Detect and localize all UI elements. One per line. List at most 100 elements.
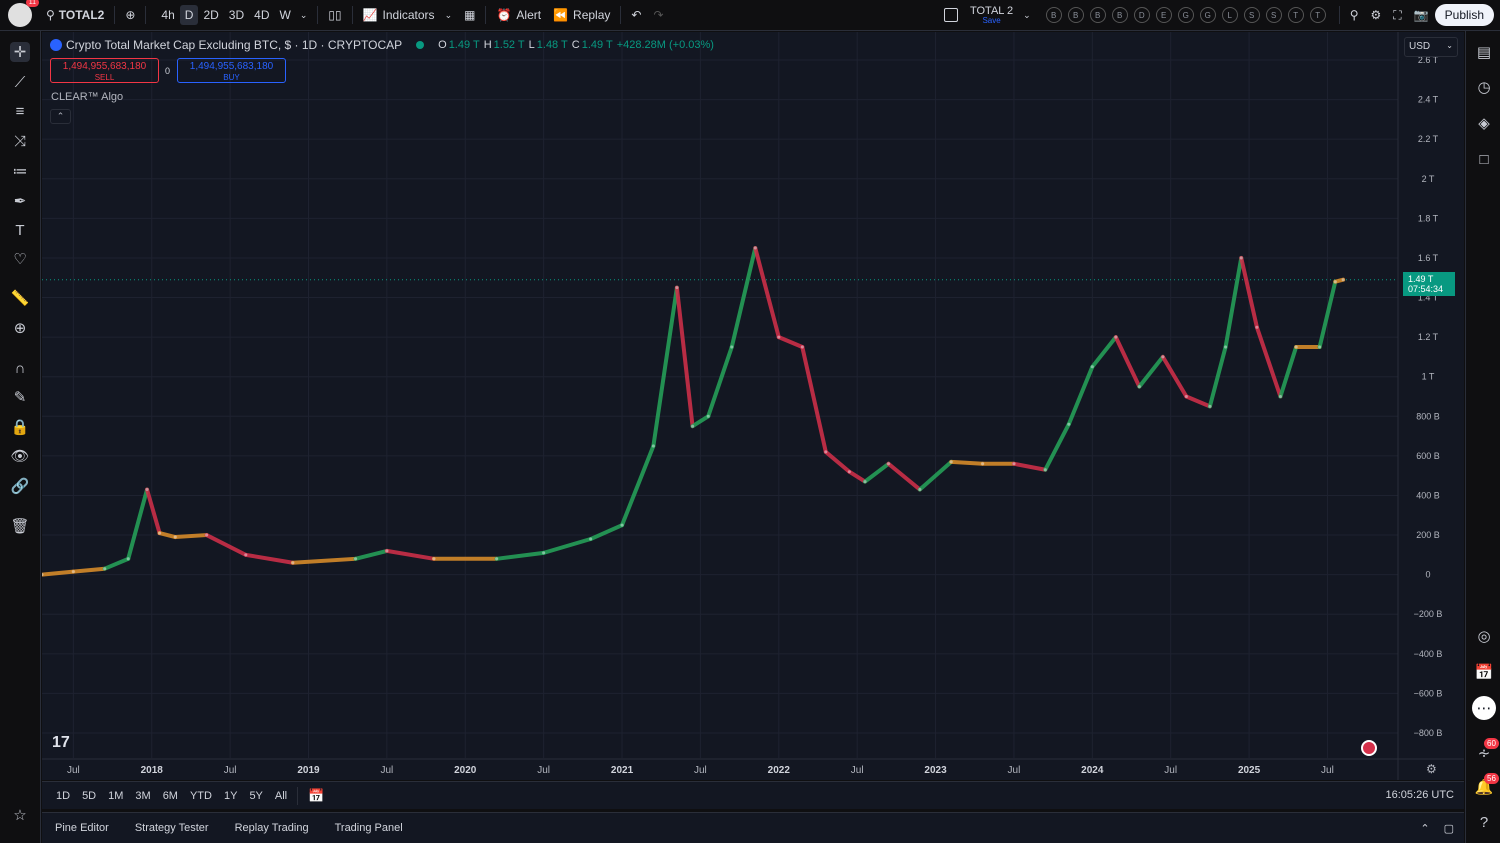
alert-button[interactable]: ⏰ Alert [490,0,547,31]
maximize-panel-icon[interactable]: ▢ [1443,822,1454,835]
watch-circle[interactable]: G [1177,7,1194,23]
chevron-down-icon[interactable]: ⌄ [1023,9,1031,20]
trendline-icon[interactable]: ⟋ [14,73,26,91]
watch-circle[interactable]: E [1155,7,1172,23]
interval-w[interactable]: W [279,8,291,22]
range-button-5d[interactable]: 5D [82,789,97,802]
watchlist-icon[interactable]: ▤ [1476,44,1492,61]
watch-circle[interactable]: B [1045,7,1062,23]
layers-icon[interactable]: ◈ [1478,115,1490,132]
chat-icon[interactable]: □ [1479,150,1489,168]
chart-type-button[interactable]: ▯▯ [322,0,347,31]
layout-button[interactable]: TOTAL 2 Save ⌄ [938,0,1037,31]
watch-circle[interactable]: L [1221,7,1238,23]
legend-title[interactable]: Crypto Total Market Cap Excluding BTC, $… [66,38,403,52]
range-button-3m[interactable]: 3M [135,789,151,802]
eye-icon[interactable]: 👁 [10,448,30,465]
undo-button[interactable]: ↶ [625,0,647,31]
flag-icon[interactable] [1361,740,1377,756]
tab-strategy-tester[interactable]: Strategy Tester [134,822,209,834]
right-sidebar: ▤ ◷ ◈ □ ◎ 📅 ⋯ ∻ 60 🔔 56 ? [1465,31,1500,843]
trash-icon[interactable]: 🗑 [10,518,30,535]
y-tick-label: −800 B [1414,728,1443,738]
indicators-button[interactable]: 📈 Indicators ⌄ [357,0,459,31]
zoom-icon[interactable]: ⊕ [13,320,27,337]
watch-circle[interactable]: S [1265,7,1282,23]
collapse-indicators-button[interactable]: ⌃ [50,109,71,124]
series-point [1318,345,1322,349]
chart-settings-icon[interactable]: ⚙ [1426,762,1437,776]
interval-3d[interactable]: 3D [228,8,245,22]
watch-circle[interactable]: G [1199,7,1216,23]
alerts-icon[interactable]: ◷ [1477,79,1491,96]
range-button-1d[interactable]: 1D [56,789,71,802]
tab-replay-trading[interactable]: Replay Trading [234,822,309,834]
series-point [291,561,295,565]
buy-button[interactable]: 1,494,955,683,180 BUY [177,58,286,83]
indicator-name[interactable]: CLEAR™ Algo [51,91,124,103]
interval-4h[interactable]: 4h [161,8,175,22]
price-chart[interactable]: 2.6 T 2.4 T 2.2 T 2 T 1.8 T 1.6 T 1.4 T 1.2 T 1 … [42,32,1464,780]
series-point [1208,404,1212,408]
range-button-1m[interactable]: 1M [108,789,124,802]
goto-date-icon[interactable]: 📅 [308,787,325,803]
chevron-down-icon[interactable]: ⌄ [444,9,453,20]
apps-icon[interactable]: ⋯ [1472,696,1496,720]
symbol-search-button[interactable]: ⚲ TOTAL2 [40,0,110,31]
range-button-ytd[interactable]: YTD [189,789,212,802]
watch-circle[interactable]: S [1243,7,1260,23]
settings-button[interactable]: ⚙ [1365,0,1388,31]
sell-button[interactable]: 1,494,955,683,180 SELL [50,58,159,83]
series-segment [1239,255,1259,330]
chart-pane[interactable]: 2.6 T 2.4 T 2.2 T 2 T 1.8 T 1.6 T 1.4 T 1.2 T 1 … [42,32,1464,780]
quick-search-button[interactable]: ⚲ [1344,0,1365,31]
fib-icon[interactable]: ≡ [15,102,25,120]
watch-circle[interactable]: D [1133,7,1150,23]
watch-circle[interactable]: T [1309,7,1326,23]
chevron-down-icon[interactable]: ⌄ [299,9,308,20]
watch-circle[interactable]: B [1089,7,1106,23]
crosshair-icon[interactable]: ✛ [10,42,30,62]
heart-icon[interactable]: ♡ [13,251,27,268]
range-button-5y[interactable]: 5Y [249,789,263,802]
redo-button[interactable]: ↷ [647,0,669,31]
snapshot-button[interactable]: 📷 [1408,0,1435,31]
link-icon[interactable]: 🔗 [10,478,30,495]
tab-trading-panel[interactable]: Trading Panel [334,822,403,834]
interval-d[interactable]: D [179,5,199,25]
interval-2d[interactable]: 2D [203,8,219,22]
chevron-up-icon[interactable]: ⌃ [1420,822,1430,835]
series-segment [674,285,695,429]
ruler-icon[interactable]: 📏 [10,290,30,307]
pattern-icon[interactable]: ⤨ [13,132,26,150]
target-icon[interactable]: ◎ [1477,628,1491,645]
interval-4d[interactable]: 4D [254,8,270,22]
help-icon[interactable]: ? [1479,813,1489,831]
text-icon[interactable]: T [15,221,25,239]
replay-button[interactable]: ⏪ Replay [547,0,616,31]
compare-button[interactable]: ⊕ [119,0,141,31]
publish-button[interactable]: Publish [1434,4,1494,26]
templates-button[interactable]: ▦ [458,0,481,31]
series-segment [706,345,734,419]
avatar[interactable]: 11 [8,0,39,27]
tradingview-logo[interactable]: 17 [52,734,70,751]
utc-clock[interactable]: 16:05:26 UTC [1385,789,1454,801]
lock-icon[interactable]: 🔒 [10,419,30,436]
signal-icon[interactable]: ∻ [1477,745,1491,762]
watch-circle[interactable]: B [1067,7,1084,23]
calendar-icon[interactable]: 📅 [1474,664,1494,681]
currency-select[interactable]: USD ⌄ [1404,37,1458,57]
brush-icon[interactable]: ✒ [13,193,27,210]
lock-drawing-icon[interactable]: ✎ [13,389,27,406]
range-button-6m[interactable]: 6M [162,789,178,802]
magnet-icon[interactable]: ∩ [14,359,26,377]
star-icon[interactable]: ☆ [13,807,27,824]
fullscreen-button[interactable]: ⛶ [1387,0,1407,31]
range-button-1y[interactable]: 1Y [223,789,238,802]
forecast-icon[interactable]: ≔ [12,163,28,180]
tab-pine-editor[interactable]: Pine Editor [55,822,109,834]
range-button-all[interactable]: All [274,789,288,802]
watch-circle[interactable]: T [1287,7,1304,23]
watch-circle[interactable]: B [1111,7,1128,23]
